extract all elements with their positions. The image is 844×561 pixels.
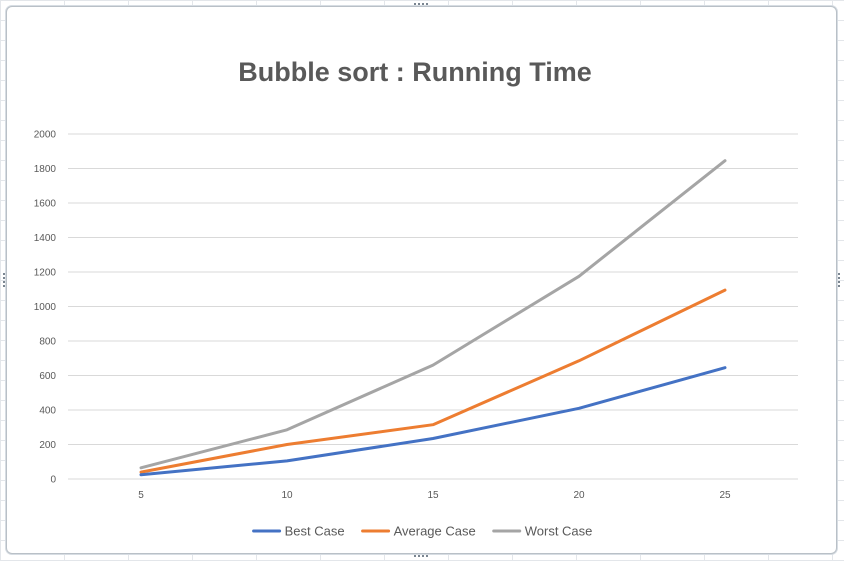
y-tick-label: 400 <box>39 406 56 417</box>
chart-area[interactable] <box>6 6 837 554</box>
resize-handle-left[interactable] <box>3 273 5 287</box>
x-tick-label: 20 <box>573 490 585 501</box>
legend: Best Case Average Case Worst Case <box>252 524 593 539</box>
y-tick-label: 2000 <box>34 130 57 141</box>
resize-handle-top[interactable] <box>414 3 428 5</box>
legend-label-best-case[interactable]: Best Case <box>285 524 345 539</box>
y-tick-label: 600 <box>39 371 56 382</box>
y-tick-label: 1800 <box>34 164 57 175</box>
y-tick-label: 800 <box>39 337 56 348</box>
legend-label-average-case[interactable]: Average Case <box>394 524 476 539</box>
data-series <box>139 159 727 477</box>
series-line-average-case[interactable] <box>139 288 727 474</box>
legend-label-worst-case[interactable]: Worst Case <box>525 524 593 539</box>
x-tick-label: 15 <box>427 490 439 501</box>
y-tick-label: 1000 <box>34 302 57 313</box>
resize-handle-right[interactable] <box>838 273 840 287</box>
gridlines <box>68 133 798 480</box>
y-tick-label: 200 <box>39 440 56 451</box>
y-tick-label: 1600 <box>34 199 57 210</box>
x-tick-label: 5 <box>138 490 144 501</box>
series-line-best-case[interactable] <box>139 366 727 477</box>
y-tick-label: 1200 <box>34 268 57 279</box>
x-axis-tick-labels: 5 10 15 20 25 <box>138 490 731 501</box>
series-line-worst-case[interactable] <box>139 159 727 470</box>
y-tick-label: 0 <box>50 475 56 486</box>
x-tick-label: 10 <box>281 490 293 501</box>
chart-title[interactable]: Bubble sort : Running Time <box>238 57 592 87</box>
resize-handle-bottom[interactable] <box>414 555 428 557</box>
y-axis-tick-labels: 0 200 400 600 800 1000 1200 1400 1600 1800 2000 <box>34 130 57 486</box>
y-tick-label: 1400 <box>34 233 57 244</box>
x-tick-label: 25 <box>719 490 731 501</box>
